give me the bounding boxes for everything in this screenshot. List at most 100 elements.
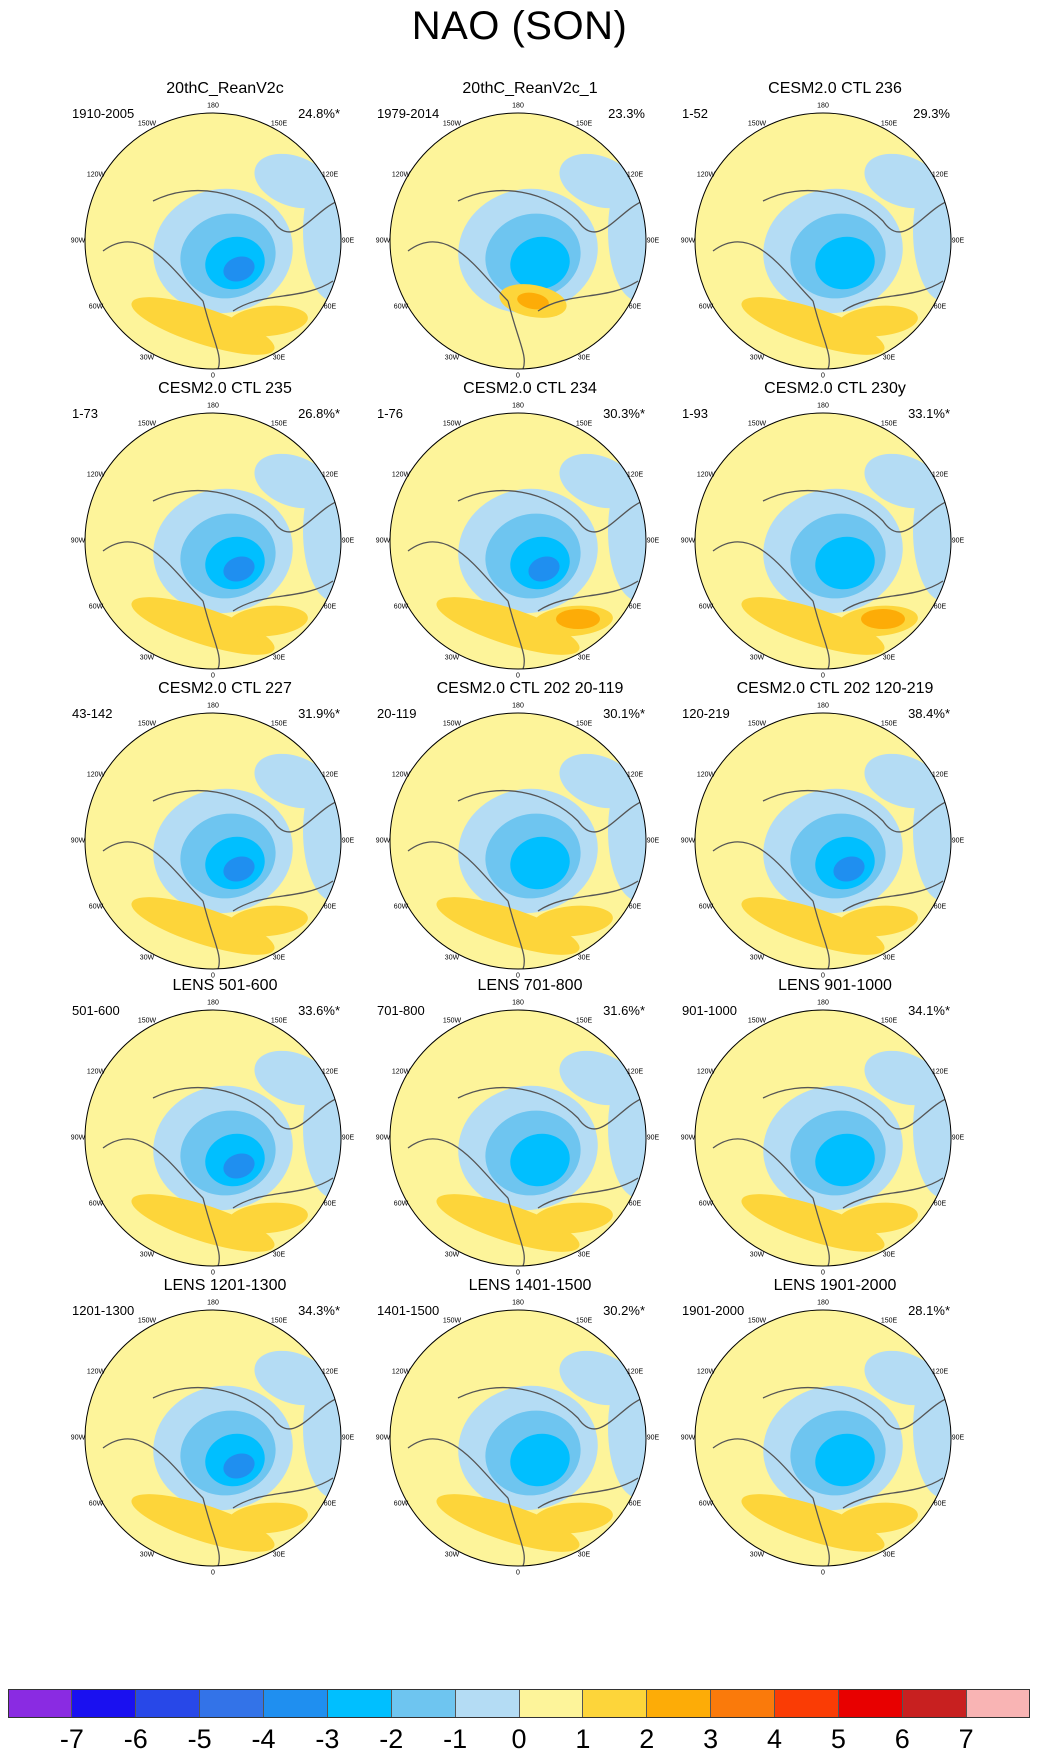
map-panel: LENS 1201-1300 1201-1300 34.3%* 180 150E 120E… [60,1277,390,1597]
longitude-label: 120W [391,471,411,479]
anomaly-contour [741,897,885,955]
anomaly-contour [517,292,549,310]
longitude-label: 60E [933,1500,947,1508]
panel-explained-variance: 30.3%* [603,406,645,421]
longitude-label: 30E [882,654,896,662]
panel-explained-variance: 24.8%* [298,106,340,121]
map-border [84,112,342,370]
colorbar-label: -5 [187,1724,212,1754]
anomaly-contour [838,305,918,337]
anomaly-contour [436,597,580,655]
longitude-label: 60W [698,1200,714,1208]
anomaly-contour [533,905,613,937]
longitude-label: 120E [626,1068,644,1076]
longitude-label: 60E [933,303,947,311]
longitude-label: 30W [444,1551,460,1559]
longitude-label: 150E [880,120,898,128]
map-panel: LENS 901-1000 901-1000 34.1%* 180 150E 120E 90… [670,977,1000,1297]
longitude-label: 60W [393,603,409,611]
map-panel: LENS 501-600 501-600 33.6%* 180 150E 120E 90E 6… [60,977,390,1297]
anomaly-contour [131,1194,275,1252]
longitude-label: 0 [211,372,215,380]
longitude-label: 60E [628,1200,642,1208]
colorbar-segment [583,1689,648,1718]
longitude-label: 90E [951,837,965,845]
anomaly-contour [510,836,570,890]
colorbar-label: -3 [315,1724,340,1754]
longitude-label: 0 [821,1269,825,1277]
longitude-label: 150W [747,1317,767,1325]
panel-period: 1-52 [682,106,709,121]
longitude-label: 90W [680,1134,696,1142]
colorbar-segment [135,1689,200,1718]
longitude-label: 120E [931,171,949,179]
panel-title: CESM2.0 CTL 227 [158,680,292,697]
longitude-label: 150E [575,420,593,428]
colorbar-segment [519,1689,584,1718]
longitude-label: 120W [696,171,716,179]
longitude-label: 60W [393,1500,409,1508]
longitude-label: 90W [375,1434,391,1442]
longitude-label: 0 [211,672,215,680]
panel-explained-variance: 31.6%* [603,1003,645,1018]
colorbar-label: 1 [575,1724,591,1754]
longitude-label: 150W [442,720,462,728]
longitude-label: 90E [951,1434,965,1442]
longitude-label: 30E [577,354,591,362]
polar-map [389,1309,647,1567]
map-panel: CESM2.0 CTL 202 20-119 20-119 30.1%* 180 150… [365,680,695,1000]
map-border [389,112,647,370]
longitude-label: 60E [628,303,642,311]
anomaly-contour [608,1058,646,1198]
longitude-label: 180 [817,102,829,110]
panel-explained-variance: 23.3% [608,106,645,121]
longitude-label: 30E [272,1251,286,1259]
longitude-label: 30W [444,1251,460,1259]
longitude-label: 180 [512,1299,524,1307]
anomaly-contour [510,236,570,290]
colorbar-label: 5 [830,1724,846,1754]
longitude-label: 150E [880,1017,898,1025]
longitude-label: 60W [698,903,714,911]
longitude-label: 60W [88,903,104,911]
map-panel: CESM2.0 CTL 227 43-142 31.9%* 180 150E 120E 90… [60,680,390,1000]
longitude-label: 60W [698,603,714,611]
polar-map [389,412,647,670]
longitude-label: 30E [272,654,286,662]
map-border [694,412,952,670]
longitude-label: 120W [391,1068,411,1076]
longitude-label: 60E [323,903,337,911]
panel-period: 1-76 [377,406,404,421]
longitude-label: 90E [646,1134,660,1142]
coastline [712,1386,949,1566]
anomaly-contour [741,297,885,355]
longitude-label: 90E [646,1434,660,1442]
longitude-label: 150W [137,720,157,728]
longitude-label: 60E [323,1500,337,1508]
longitude-label: 0 [821,672,825,680]
longitude-label: 180 [817,999,829,1007]
longitude-label: 0 [516,1269,520,1277]
colorbar-segment [903,1689,968,1718]
coastline [102,789,339,969]
map-border [389,1009,647,1267]
panel-explained-variance: 29.3% [913,106,950,121]
polar-map [84,1309,342,1567]
longitude-label: 150W [747,420,767,428]
anomaly-contour [556,609,600,629]
map-panel: LENS 1401-1500 1401-1500 30.2%* 180 150E 120E… [365,1277,695,1597]
longitude-label: 60W [698,303,714,311]
longitude-label: 150E [880,1317,898,1325]
longitude-label: 120E [321,1368,339,1376]
panel-period: 1910-2005 [72,106,135,121]
longitude-label: 120W [86,171,106,179]
longitude-label: 30W [749,354,765,362]
anomaly-contour [228,305,308,337]
longitude-label: 180 [817,702,829,710]
polar-map [694,712,952,970]
longitude-label: 30E [272,1551,286,1559]
colorbar-label: -6 [123,1724,148,1754]
longitude-label: 150W [137,1317,157,1325]
longitude-label: 120W [86,1368,106,1376]
panel-period: 1979-2014 [377,106,440,121]
